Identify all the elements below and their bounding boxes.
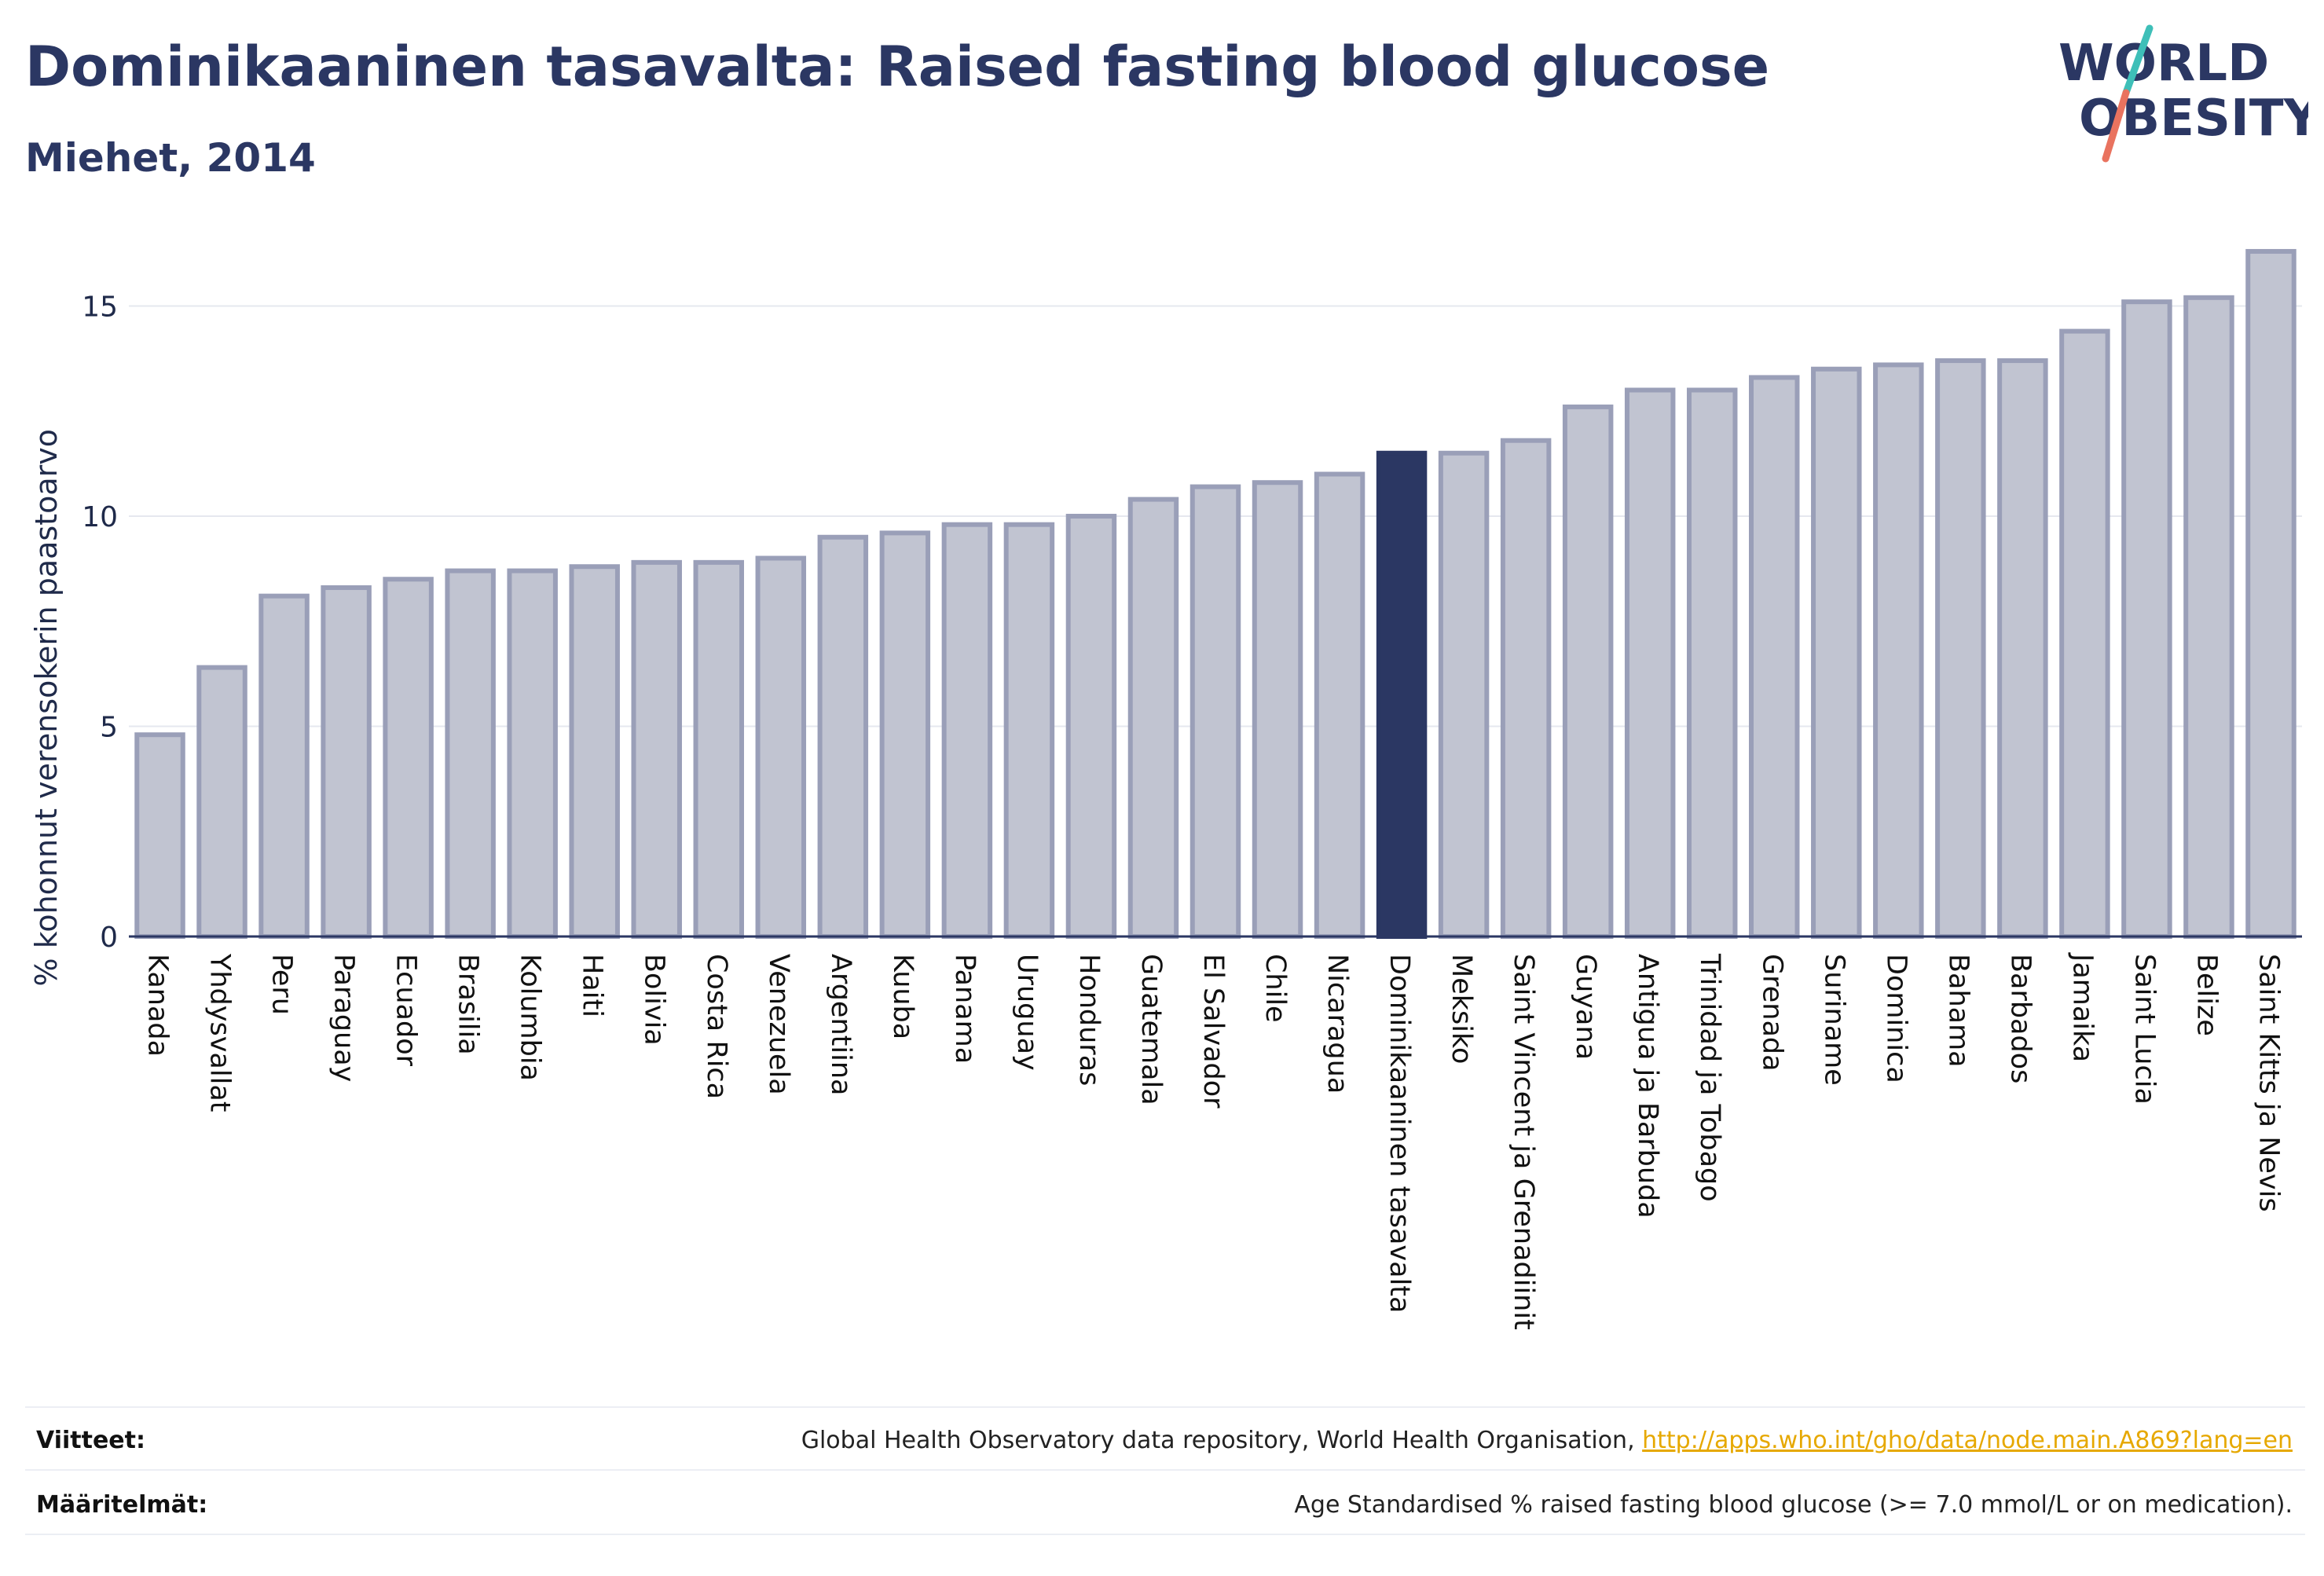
- x-tick-label: Barbados: [2004, 954, 2036, 1083]
- x-tick-label: Belize: [2190, 954, 2222, 1036]
- x-tick-label: Bolivia: [639, 954, 670, 1046]
- x-tick-label: Chile: [1259, 954, 1291, 1023]
- bar: [2245, 248, 2297, 939]
- bar: [445, 568, 496, 939]
- x-tick-label: Guyana: [1570, 954, 1601, 1060]
- bar: [569, 564, 620, 939]
- bar: [1997, 358, 2048, 939]
- bar: [2121, 299, 2172, 939]
- definitions-label: Määritelmät:: [36, 1491, 208, 1519]
- bar: [693, 559, 745, 939]
- chart-subtitle: Miehet, 2014: [25, 135, 316, 181]
- bar: [1438, 450, 1490, 939]
- sources-label: Viitteet:: [36, 1427, 145, 1454]
- bars-layer: [134, 248, 2297, 940]
- x-tick-label: El Salvador: [1197, 954, 1229, 1109]
- bar: [2059, 328, 2110, 940]
- bar-highlighted: [1376, 450, 1428, 939]
- x-tick-label: Nicaragua: [1321, 954, 1353, 1094]
- bar: [1686, 387, 1738, 939]
- y-tick-label: 5: [100, 712, 118, 744]
- bar: [1873, 362, 1924, 939]
- logo-slash-coral-icon: [2102, 89, 2130, 163]
- bar: [755, 555, 807, 939]
- x-tick-label: Uruguay: [1011, 954, 1043, 1071]
- x-tick-label: Saint Kitts ja Nevis: [2253, 954, 2284, 1212]
- footer-divider-top: [25, 1406, 2305, 1408]
- y-tick-label: 15: [82, 291, 118, 324]
- footer-divider-middle: [25, 1469, 2305, 1471]
- x-tick-label: Yhdysvallat: [204, 953, 236, 1112]
- x-tick-label: Panama: [949, 954, 981, 1064]
- chart-title: Dominikaaninen tasavalta: Raised fasting…: [25, 35, 1770, 99]
- x-tick-label: Peru: [266, 954, 298, 1015]
- bar: [1935, 358, 1986, 939]
- sources-description: Global Health Observatory data repositor…: [801, 1427, 1643, 1454]
- x-tick-label: Grenada: [1756, 954, 1787, 1072]
- logo-slash-teal-icon: [2122, 24, 2154, 97]
- x-tick-label: Antigua ja Barbuda: [1632, 954, 1663, 1219]
- bar: [817, 534, 869, 939]
- bar: [321, 585, 372, 939]
- x-tick-label: Kuuba: [887, 954, 918, 1039]
- bar: [1624, 387, 1676, 939]
- bar: [1127, 497, 1179, 939]
- bar: [134, 732, 185, 939]
- x-tick-label: Honduras: [1073, 954, 1105, 1086]
- bar: [879, 530, 931, 939]
- x-tick-label: Jamaika: [2066, 952, 2098, 1062]
- sources-text: Global Health Observatory data repositor…: [801, 1427, 2293, 1454]
- bar: [196, 665, 247, 939]
- logo-word-world: WORLD: [2058, 35, 2269, 93]
- x-tick-label: Saint Lucia: [2128, 954, 2160, 1105]
- x-tick-label: Paraguay: [328, 954, 360, 1082]
- x-tick-label: Brasilia: [453, 954, 484, 1055]
- footer-divider-bottom: [25, 1534, 2305, 1535]
- world-obesity-logo: WORLD OBESITY: [2058, 24, 2308, 163]
- x-tick-label: Haiti: [577, 954, 608, 1017]
- x-tick-label: Bahama: [1942, 954, 1974, 1068]
- x-tick-label: Guatemala: [1135, 954, 1167, 1105]
- bar: [507, 568, 558, 939]
- x-tick-label: Argentiina: [825, 954, 856, 1095]
- y-tick-label: 0: [100, 922, 118, 954]
- x-tick-label: Venezuela: [763, 954, 794, 1095]
- axis-layer: 0 5 10 15 Kanada Yhdysvallat Peru Paraguay Ecuad…: [82, 291, 2302, 1330]
- x-tick-label: Kanada: [142, 954, 174, 1057]
- x-tick-label: Kolumbia: [515, 954, 546, 1081]
- x-tick-label: Dominikaaninen tasavalta: [1384, 954, 1415, 1313]
- bar: [941, 522, 993, 939]
- bar: [631, 559, 682, 939]
- bar: [1314, 471, 1365, 939]
- x-tick-label: Meksiko: [1446, 954, 1477, 1064]
- y-tick-label: 10: [82, 501, 118, 533]
- bar: [1189, 484, 1241, 939]
- bar: [1500, 438, 1552, 939]
- bar: [258, 593, 310, 940]
- bar: [1749, 375, 1800, 939]
- bar: [1811, 366, 1862, 939]
- x-tick-label: Saint Vincent ja Grenadiinit: [1508, 954, 1539, 1330]
- x-tick-label: Suriname: [1818, 954, 1849, 1086]
- bar: [2183, 295, 2234, 939]
- bar: [1065, 514, 1117, 939]
- x-tick-label: Ecuador: [390, 954, 422, 1067]
- x-tick-label: Trinidad ja Tobago: [1694, 953, 1725, 1202]
- bar-chart: 0 5 10 15 Kanada Yhdysvallat Peru Paraguay Ecuad…: [29, 248, 2302, 1330]
- bar: [383, 577, 434, 939]
- x-tick-label: Costa Rica: [701, 954, 732, 1099]
- x-tick-label: Dominica: [1880, 954, 1912, 1083]
- sources-link[interactable]: http://apps.who.int/gho/data/node.main.A…: [1642, 1427, 2293, 1454]
- bar: [1562, 404, 1614, 939]
- y-axis-label: % kohonnut verensokerin paastoarvo: [29, 429, 64, 986]
- definitions-text: Age Standardised % raised fasting blood …: [1294, 1491, 2293, 1519]
- bar: [1252, 480, 1303, 939]
- bar: [1003, 522, 1055, 939]
